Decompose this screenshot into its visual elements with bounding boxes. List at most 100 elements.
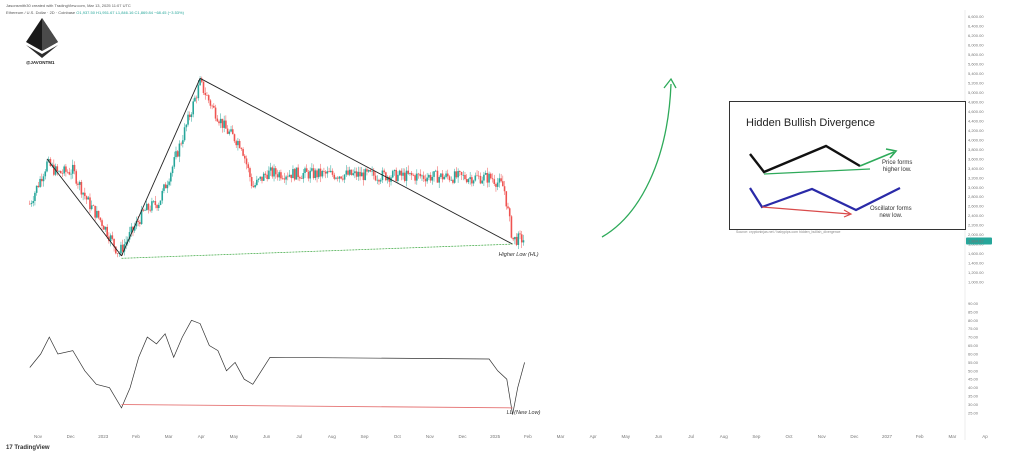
- price-tick-label: 2,400.00: [968, 213, 984, 218]
- candle-body: [307, 171, 310, 179]
- candle-body: [273, 168, 275, 177]
- price-tick-label: 3,200.00: [968, 175, 984, 180]
- candle-body: [417, 173, 420, 175]
- candle-body: [388, 176, 391, 182]
- osc-tick-label: 30.00: [968, 402, 979, 407]
- candle-body: [462, 174, 465, 176]
- candle-body: [443, 176, 446, 180]
- candle-body: [450, 179, 453, 181]
- candle-body: [221, 118, 224, 128]
- candle-body: [152, 201, 155, 202]
- candle-body: [77, 183, 79, 185]
- divergence-inset: Hidden Bullish Divergence Price forms hi…: [729, 101, 966, 230]
- candle-body: [328, 171, 330, 173]
- candle-body: [343, 174, 346, 180]
- time-tick-label: Sep: [752, 434, 761, 439]
- price-tick-label: 6,000.00: [968, 43, 984, 48]
- candle-body: [446, 173, 449, 177]
- candle-body: [474, 175, 477, 181]
- candle-body: [347, 170, 349, 175]
- time-tick-label: Nov: [426, 434, 435, 439]
- candle-body: [316, 170, 318, 178]
- price-tick-label: 6,600.00: [968, 14, 984, 19]
- candle-body: [53, 164, 55, 175]
- candle-body: [321, 171, 324, 177]
- candle-body: [330, 170, 332, 173]
- candle-body: [65, 166, 67, 172]
- candle-body: [269, 167, 272, 171]
- price-tick-label: 2,200.00: [968, 223, 984, 228]
- candle-body: [515, 236, 518, 245]
- time-tick-label: Apr: [198, 434, 206, 439]
- candle-body: [383, 170, 385, 173]
- candle-body: [109, 235, 112, 242]
- candle-body: [211, 105, 213, 107]
- candle-body: [94, 205, 96, 218]
- candle-body: [145, 203, 148, 211]
- candle-body: [512, 237, 514, 240]
- candle-body: [42, 176, 45, 182]
- trendline-group: [46, 77, 513, 257]
- candle-body: [106, 226, 108, 237]
- candle-body: [58, 170, 60, 172]
- inset-oscillator-label: Oscillator forms new low.: [870, 206, 912, 219]
- candle-body: [488, 173, 490, 183]
- candle-body: [125, 241, 127, 245]
- candle-body: [342, 178, 344, 180]
- candle-body: [355, 171, 358, 177]
- current-price-badge: 1,864.62: [966, 237, 992, 245]
- candle-body: [114, 246, 117, 254]
- candle-body: [402, 172, 404, 176]
- ohlc-values: O1,937.50 H1,951.67 L1,846.16 C1,869.84 …: [76, 10, 184, 15]
- candle-body: [247, 164, 250, 169]
- time-tick-label: May: [622, 434, 631, 439]
- candle-body: [336, 177, 339, 179]
- candle-body: [71, 164, 74, 174]
- candle-body: [293, 169, 296, 180]
- candle-body: [97, 210, 100, 218]
- candle-body: [87, 197, 90, 200]
- candle-body: [319, 168, 322, 177]
- time-tick-label: Mar: [948, 434, 956, 439]
- candle-body: [268, 170, 270, 180]
- candle-body: [350, 169, 353, 176]
- osc-tick-label: 65.00: [968, 343, 979, 348]
- time-tick-label: Ap: [982, 434, 988, 439]
- candle-body: [493, 179, 496, 185]
- candle-body: [410, 172, 413, 176]
- candle-body: [422, 175, 425, 179]
- candle-body: [92, 205, 95, 207]
- new-low-line: [121, 404, 513, 409]
- candle-body: [176, 151, 179, 157]
- candle-body: [197, 85, 200, 99]
- candle-body: [505, 191, 508, 207]
- candle-body: [30, 202, 33, 204]
- candle-body: [89, 197, 91, 210]
- candle-body: [426, 177, 428, 182]
- price-tick-label: 4,200.00: [968, 128, 984, 133]
- candle-body: [479, 175, 482, 184]
- price-tick-label: 3,400.00: [968, 166, 984, 171]
- candle-body: [324, 171, 327, 174]
- time-tick-label: 2027: [882, 434, 893, 439]
- candle-body: [214, 107, 217, 119]
- time-tick-label: Mar: [557, 434, 565, 439]
- candle-body: [448, 176, 451, 181]
- candle-body: [238, 140, 241, 149]
- candle-body: [429, 174, 432, 181]
- candle-body: [206, 95, 208, 96]
- price-tick-label: 4,000.00: [968, 137, 984, 142]
- candle-body: [489, 173, 492, 179]
- candle-body: [366, 169, 368, 172]
- candle-body: [503, 186, 506, 192]
- candle-body: [28, 203, 31, 205]
- candle-body: [362, 172, 365, 181]
- candle-body: [202, 81, 205, 93]
- candle-body: [49, 159, 52, 166]
- candle-body: [233, 134, 236, 142]
- time-axis: Nov Dec 2023 Feb Mar Apr May Jun Jul Aug Sep Oct Nov…: [34, 434, 988, 439]
- candle-body: [157, 204, 160, 209]
- candle-body: [271, 167, 274, 177]
- candle-body: [335, 177, 337, 179]
- candle-body: [70, 173, 72, 175]
